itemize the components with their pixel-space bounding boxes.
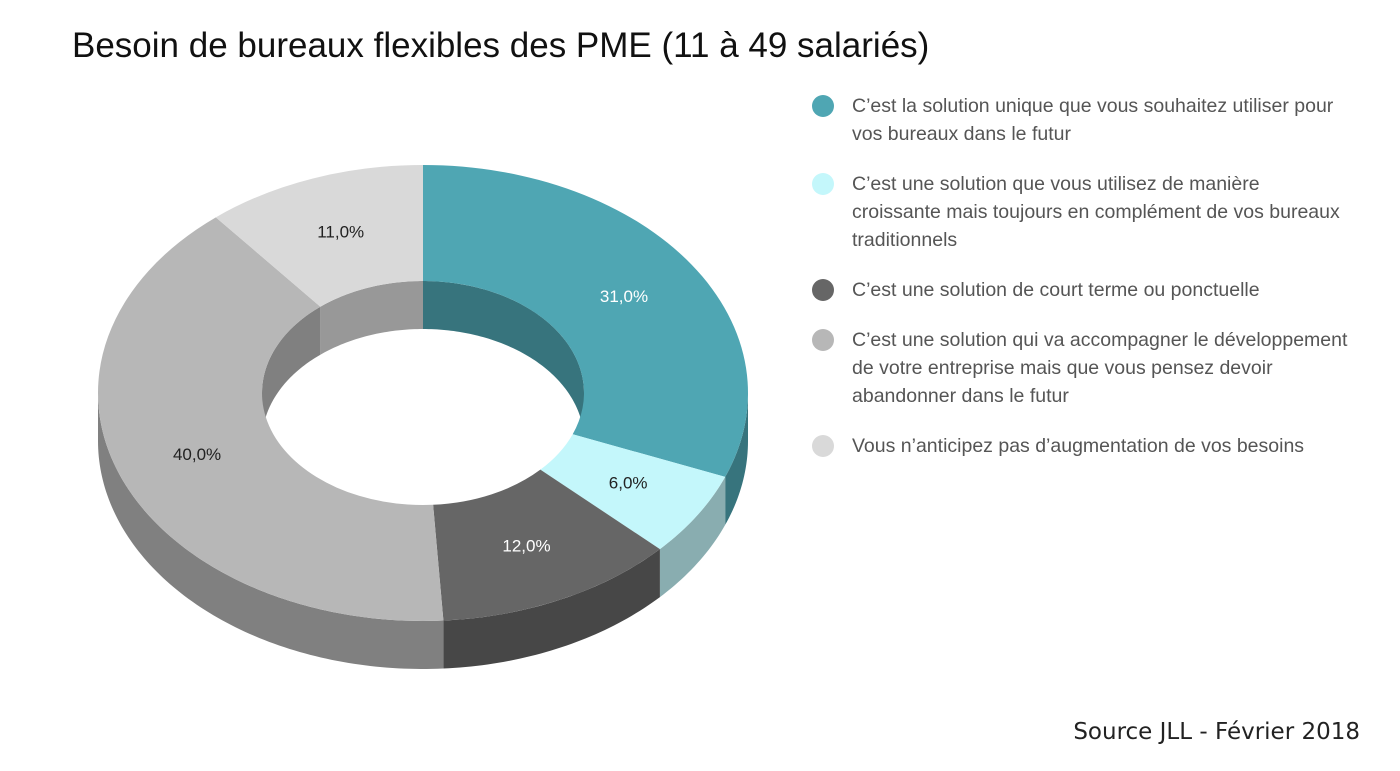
donut-slice <box>540 434 726 550</box>
data-label: 12,0% <box>502 536 550 555</box>
data-label: 40,0% <box>173 445 221 464</box>
legend-item: Vous n’anticipez pas d’augmentation de v… <box>812 432 1352 460</box>
inner-side <box>262 306 321 441</box>
donut-slice <box>433 469 660 621</box>
legend-item: C’est une solution que vous utilisez de … <box>812 170 1352 254</box>
legend-label: C’est une solution que vous utilisez de … <box>852 173 1340 251</box>
legend-label: C’est une solution de court terme ou pon… <box>852 279 1260 301</box>
donut-slice <box>423 165 748 477</box>
outer-side <box>725 393 748 525</box>
legend-swatch <box>812 279 834 301</box>
inner-side <box>423 281 584 441</box>
legend-item: C’est une solution de court terme ou pon… <box>812 276 1352 304</box>
outer-side <box>443 549 660 669</box>
legend-swatch <box>812 435 834 457</box>
donut-slice <box>97 217 444 621</box>
outer-side <box>98 393 444 669</box>
outer-side <box>659 476 726 598</box>
legend-label: C’est une solution qui va accompagner le… <box>852 329 1348 407</box>
legend-item: C’est une solution qui va accompagner le… <box>812 326 1352 410</box>
chart: 31,0% 6,0% 12,0% 40,0% 11,0% <box>97 165 748 669</box>
data-label: 11,0% <box>317 223 364 242</box>
legend-item: C’est la solution unique que vous souhai… <box>812 92 1352 148</box>
donut-slice <box>215 165 423 307</box>
chart-title: Besoin de bureaux flexibles des PME (11 … <box>72 26 930 65</box>
source: Source JLL - Février 2018 <box>1073 719 1360 745</box>
legend: C’est la solution unique que vous souhai… <box>812 92 1352 482</box>
inner-side <box>320 281 423 355</box>
data-label: 31,0% <box>600 287 648 306</box>
data-label: 6,0% <box>609 474 648 493</box>
legend-swatch <box>812 329 834 351</box>
legend-label: C’est la solution unique que vous souhai… <box>852 95 1334 145</box>
legend-swatch <box>812 173 834 195</box>
legend-label: Vous n’anticipez pas d’augmentation de v… <box>852 435 1305 457</box>
legend-swatch <box>812 95 834 117</box>
